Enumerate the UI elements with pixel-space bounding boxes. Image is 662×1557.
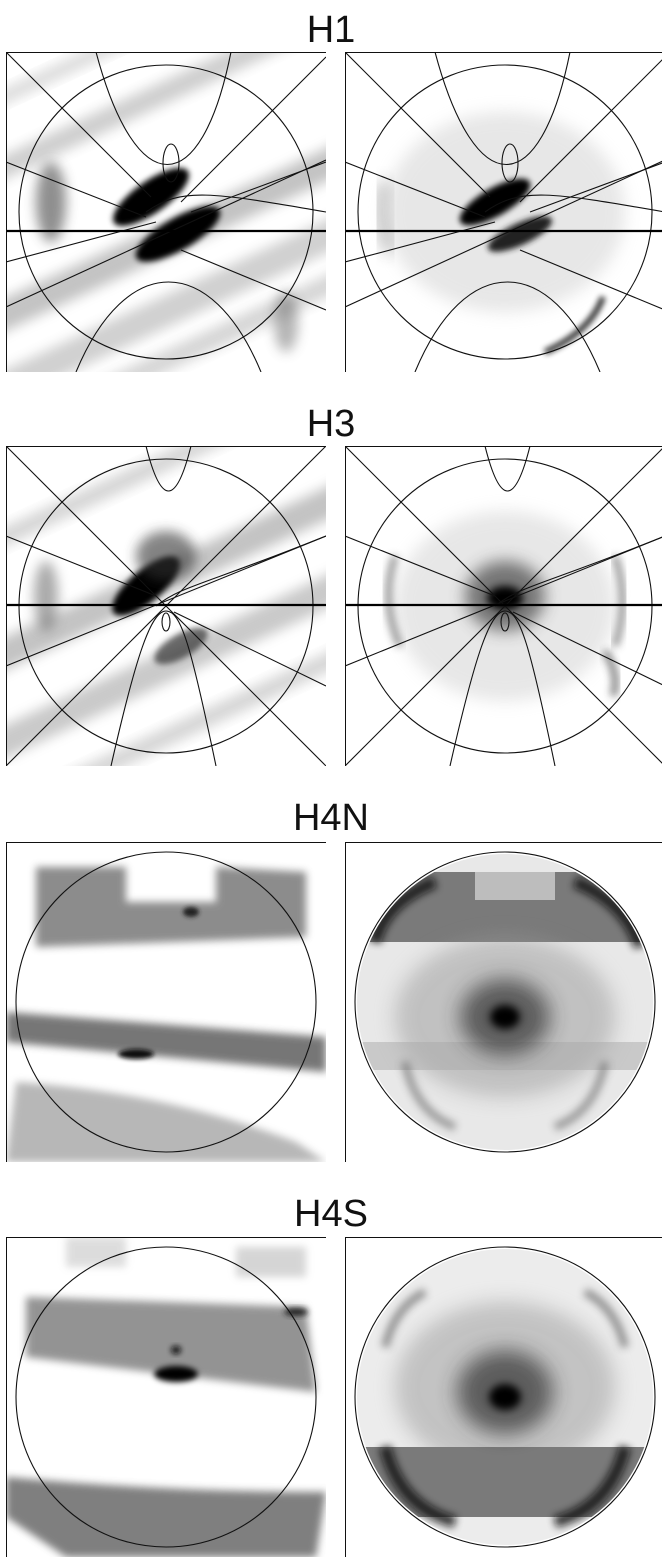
panel-h1-model bbox=[345, 52, 662, 372]
panel-h4s-observed-svg bbox=[6, 1237, 326, 1557]
panel-h4s-model bbox=[345, 1237, 662, 1557]
row-title-h3: H3 bbox=[306, 403, 356, 445]
panel-h3-model-svg bbox=[345, 446, 662, 766]
panel-h4s-model-svg bbox=[345, 1237, 662, 1557]
row-title-h1: H1 bbox=[306, 9, 356, 51]
row-title-h4n: H4N bbox=[292, 797, 370, 839]
panel-h4n-model-svg bbox=[345, 842, 662, 1162]
panel-h4n-observed bbox=[6, 842, 326, 1162]
panel-h3-observed-svg bbox=[6, 446, 326, 766]
panel-h4n-observed-svg bbox=[6, 842, 326, 1162]
panel-h3-observed bbox=[6, 446, 326, 766]
panel-h1-observed-svg bbox=[6, 52, 326, 372]
panel-h1-observed bbox=[6, 52, 326, 372]
panel-h3-model bbox=[345, 446, 662, 766]
panel-h1-model-svg bbox=[345, 52, 662, 372]
row-title-h4s: H4S bbox=[294, 1193, 368, 1235]
panel-h4s-observed bbox=[6, 1237, 326, 1557]
panel-h4n-model bbox=[345, 842, 662, 1162]
